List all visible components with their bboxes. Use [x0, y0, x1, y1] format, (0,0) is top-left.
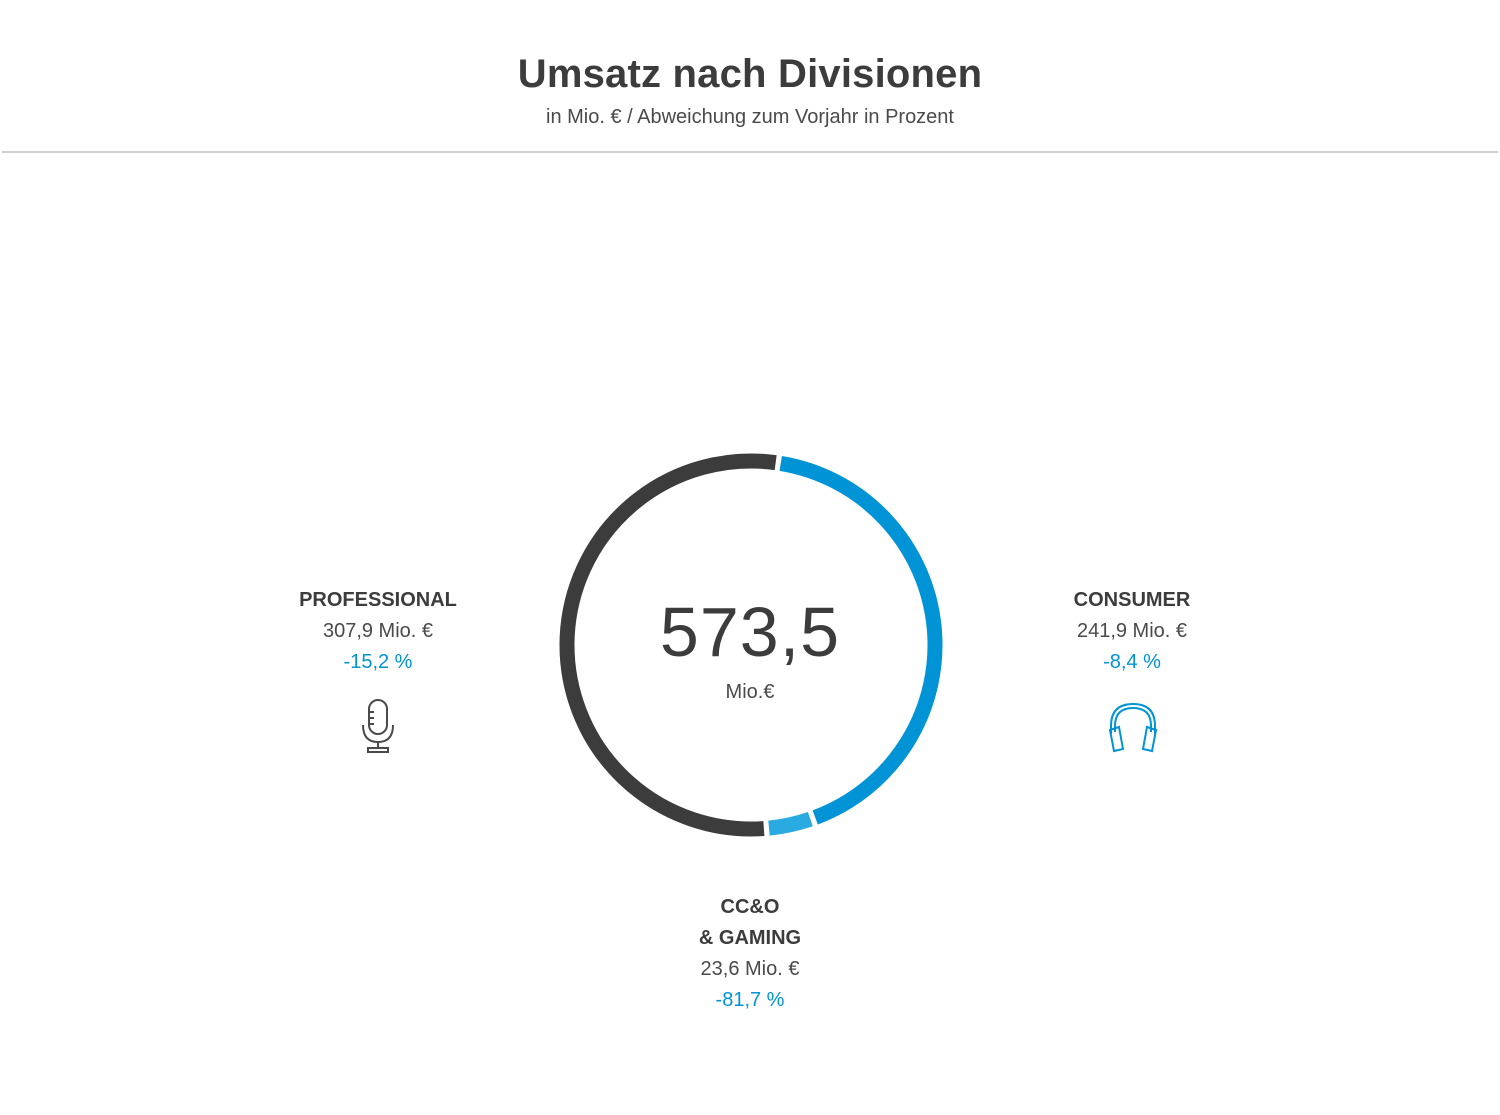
professional-change: -15,2 % [343, 651, 413, 673]
total-unit: Mio.€ [725, 681, 775, 703]
professional-value: 307,9 Mio. € [322, 620, 434, 642]
chart-title: Umsatz nach Divisionen [517, 52, 983, 96]
slice-professional [559, 453, 777, 837]
ccog-name-line1: CC&O [720, 896, 780, 918]
label-ccog: CC&O & GAMING 23,6 Mio. € -81,7 % [600, 892, 900, 1016]
headphones-icon [1108, 702, 1158, 753]
label-consumer: CONSUMER 241,9 Mio. € -8,4 % [982, 585, 1282, 678]
ccog-name-line2: & GAMING [698, 927, 802, 949]
ccog-value: 23,6 Mio. € [700, 958, 800, 980]
total-value: 573,5 [659, 593, 841, 671]
microphone-icon [362, 699, 394, 753]
slice-ccog [768, 812, 813, 836]
slice-consumer [779, 456, 943, 825]
consumer-name: CONSUMER [1073, 589, 1191, 611]
header-divider [2, 151, 1498, 153]
label-professional: PROFESSIONAL 307,9 Mio. € -15,2 % [228, 585, 528, 678]
consumer-value: 241,9 Mio. € [1076, 620, 1188, 642]
chart-subtitle: in Mio. € / Abweichung zum Vorjahr in Pr… [546, 106, 954, 128]
professional-name: PROFESSIONAL [299, 589, 457, 611]
consumer-change: -8,4 % [1103, 651, 1161, 673]
ccog-change: -81,7 % [715, 989, 785, 1011]
